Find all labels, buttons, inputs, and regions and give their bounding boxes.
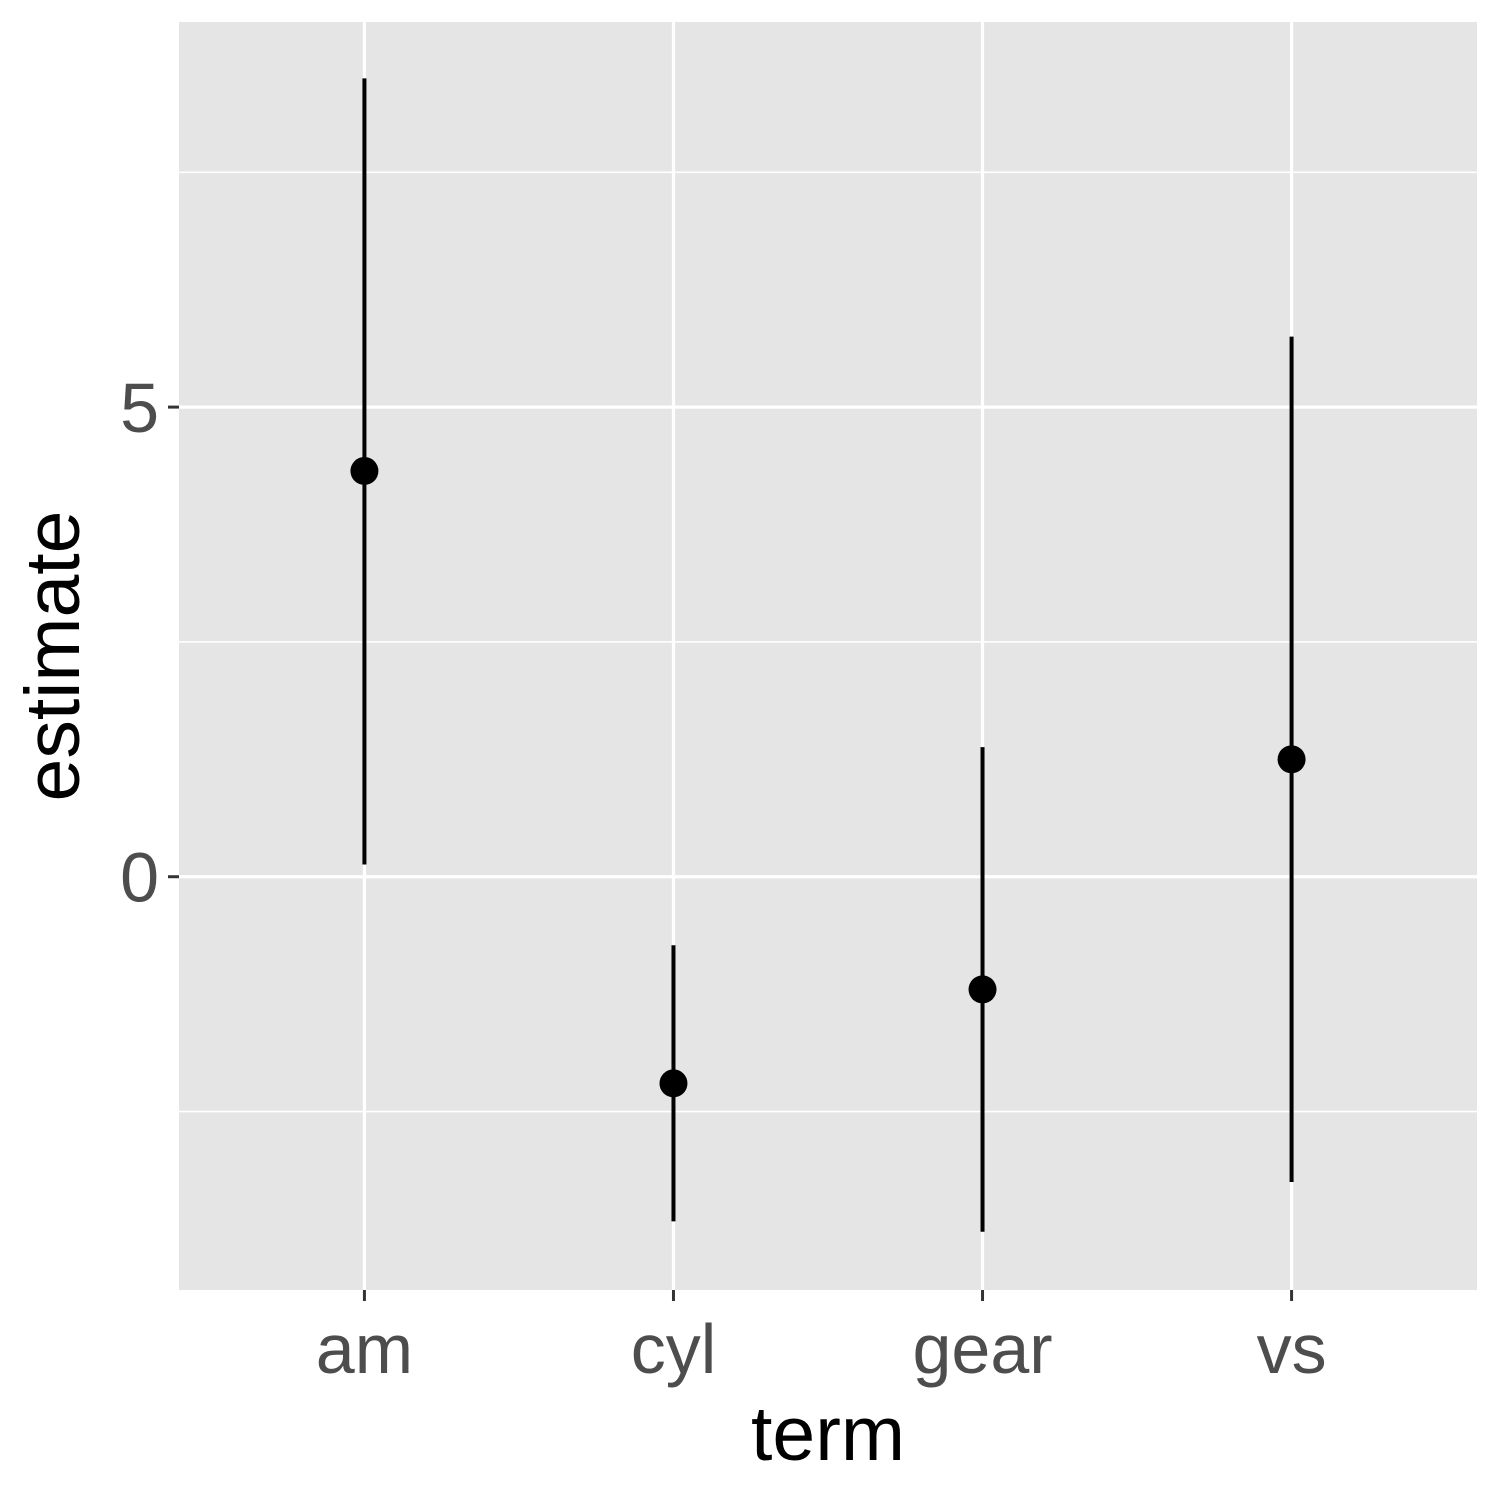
plot-panel xyxy=(179,22,1477,1290)
x-axis-title: term xyxy=(751,1391,905,1477)
estimate-point-gear xyxy=(968,975,997,1004)
x-tick-label: am xyxy=(316,1310,413,1388)
x-tick-label: cyl xyxy=(631,1310,717,1388)
y-tick-label: 0 xyxy=(120,839,159,917)
y-tick-label: 5 xyxy=(120,369,159,447)
y-axis-title: estimate xyxy=(10,510,96,801)
estimate-point-vs xyxy=(1277,745,1306,774)
x-tick-label: gear xyxy=(912,1310,1052,1388)
estimate-point-cyl xyxy=(659,1069,688,1098)
axes: 0 5 am cyl gear vs xyxy=(120,369,1327,1388)
estimate-point-am xyxy=(350,456,379,485)
x-tick-label: vs xyxy=(1257,1310,1327,1388)
point-ranges xyxy=(350,78,1306,1232)
